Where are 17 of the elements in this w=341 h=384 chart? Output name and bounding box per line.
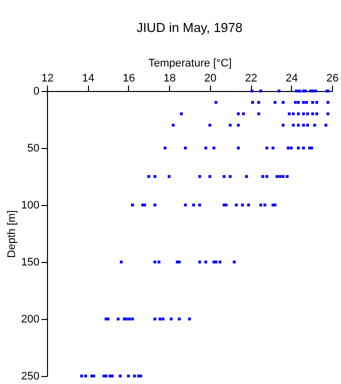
y-tick-label: 50 xyxy=(27,142,40,154)
x-tick-label: 24 xyxy=(286,72,298,84)
x-tick-label: 14 xyxy=(82,72,94,84)
y-tick-label: 0 xyxy=(33,86,40,98)
y-tick-label: 150 xyxy=(21,256,40,268)
chart-title: JIUD in May, 1978 xyxy=(136,20,242,35)
x-tick-label: 16 xyxy=(122,72,136,84)
y-tick-label: 200 xyxy=(21,314,40,326)
y-tick-label: 100 xyxy=(21,200,40,212)
y-axis-title: Depth [m] xyxy=(6,210,18,258)
x-tick-label: 20 xyxy=(204,72,216,84)
x-tick-label: 18 xyxy=(164,72,176,84)
x-tick-label: 22 xyxy=(244,72,258,84)
x-tick-label: 12 xyxy=(41,72,54,84)
x-tick-label: 26 xyxy=(326,72,339,84)
y-tick-label: 250 xyxy=(21,370,40,382)
x-axis-title: Temperature [°C] xyxy=(148,58,232,70)
